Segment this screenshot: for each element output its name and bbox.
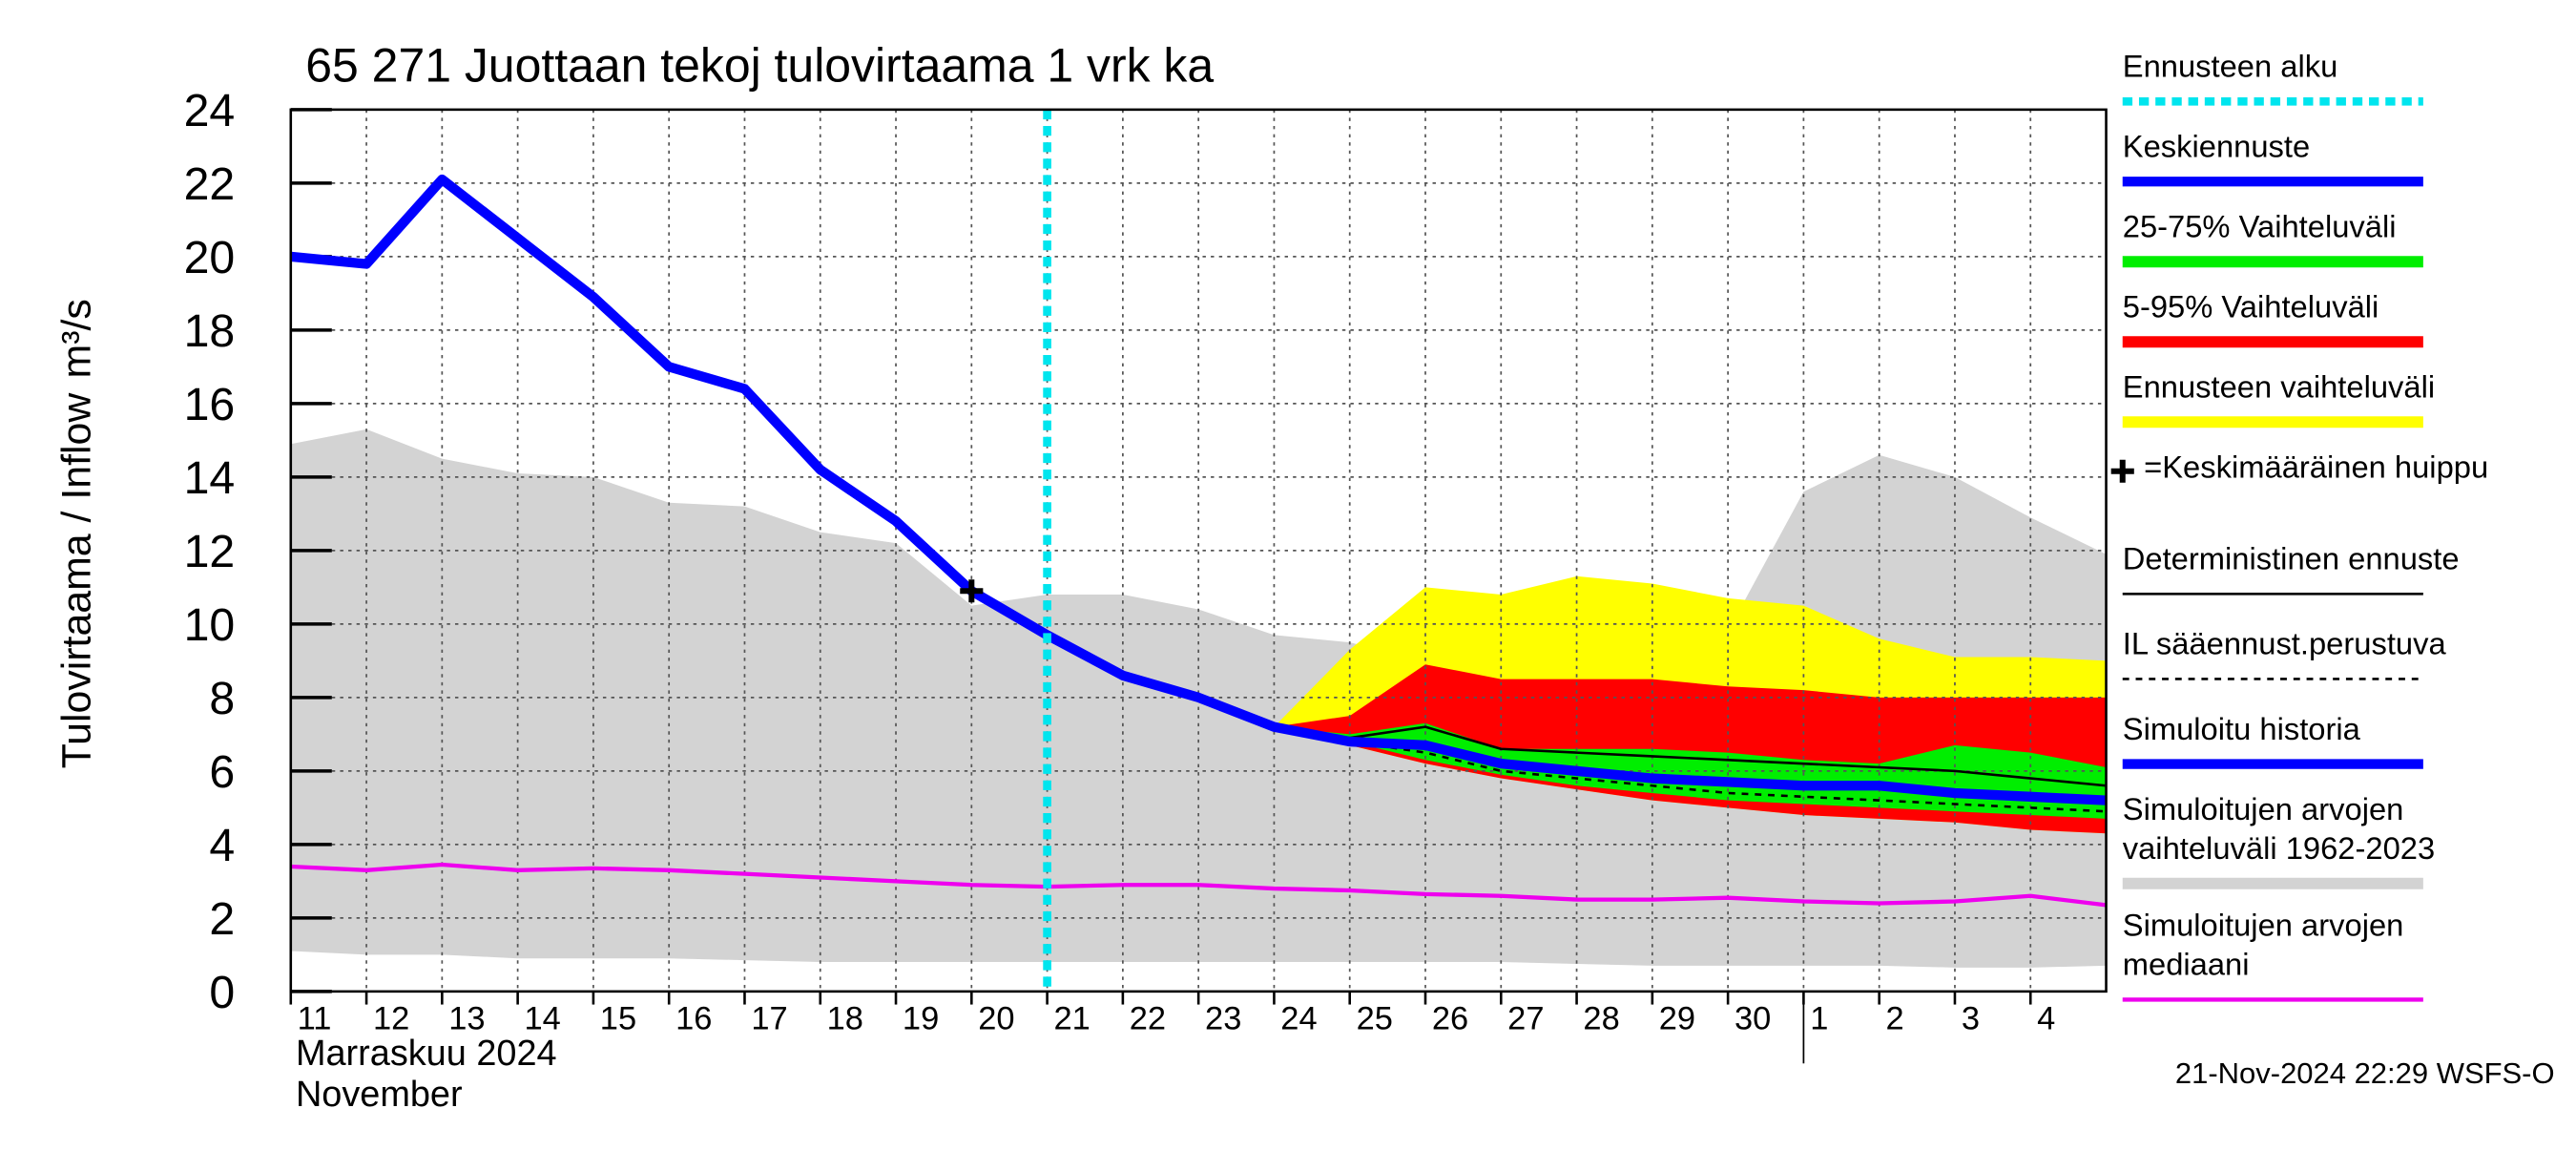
x-tick-label: 28 xyxy=(1583,1000,1619,1036)
legend-label: Keskiennuste xyxy=(2122,131,2311,166)
legend-label: Ennusteen vaihteluväli xyxy=(2122,371,2436,407)
legend-text: Ennusteen vaihteluväli xyxy=(2122,371,2436,407)
legend-text: IL sääennust.perustuva xyxy=(2122,628,2446,663)
x-tick-label: 21 xyxy=(1053,1000,1090,1036)
y-tick-label: 20 xyxy=(184,232,236,283)
y-tick-label: 24 xyxy=(184,85,236,136)
y-tick-label: 2 xyxy=(209,893,235,945)
x-tick-label: 20 xyxy=(978,1000,1014,1036)
x-tick-label: 30 xyxy=(1735,1000,1771,1036)
legend-label: Simuloitujen arvojen vaihteluväli 1962-2… xyxy=(2122,793,2436,868)
legend-peak xyxy=(2110,459,2134,483)
x-tick-label: 29 xyxy=(1659,1000,1695,1036)
chart-title: 65 271 Juottaan tekoj tulovirtaama 1 vrk… xyxy=(305,39,1214,93)
x-tick-label: 15 xyxy=(600,1000,636,1036)
x-tick-label: 3 xyxy=(1962,1000,1980,1036)
x-tick-label: 2 xyxy=(1886,1000,1904,1036)
y-tick-label: 14 xyxy=(184,452,236,504)
legend-label: Simuloitujen arvojen mediaani xyxy=(2122,910,2404,984)
legend-label: 25-75% Vaihteluväli xyxy=(2122,211,2397,246)
x-tick-label: 11 xyxy=(298,1000,332,1036)
line xyxy=(290,862,2107,908)
timestamp: 21-Nov-2024 22:29 WSFS-O xyxy=(2175,1056,2555,1090)
legend-label: IL sääennust.perustuva xyxy=(2122,628,2446,663)
x-tick-label: 12 xyxy=(373,1000,409,1036)
legend-text: Ennusteen alku xyxy=(2122,51,2338,86)
peak-marker xyxy=(960,579,984,603)
legend-text: Simuloitu historia xyxy=(2122,713,2360,748)
x-axis-label: November xyxy=(296,1075,463,1115)
x-tick-label: 18 xyxy=(827,1000,863,1036)
y-axis-unit: m³/s xyxy=(54,299,100,378)
y-tick-label: 0 xyxy=(209,967,235,1018)
x-tick-label: 14 xyxy=(525,1000,561,1036)
x-tick-label: 25 xyxy=(1357,1000,1393,1036)
x-tick-label: 19 xyxy=(903,1000,939,1036)
legend-label: Deterministinen ennuste xyxy=(2122,543,2460,578)
x-axis-label: Marraskuu 2024 xyxy=(296,1034,557,1074)
legend-text: 25-75% Vaihteluväli xyxy=(2122,211,2397,246)
x-tick-label: 23 xyxy=(1205,1000,1241,1036)
line xyxy=(290,174,1050,639)
y-tick-label: 4 xyxy=(209,820,235,871)
x-tick-label: 26 xyxy=(1432,1000,1468,1036)
y-tick-label: 16 xyxy=(184,379,236,430)
x-tick-label: 16 xyxy=(675,1000,712,1036)
legend-label: Simuloitu historia xyxy=(2122,713,2360,748)
line xyxy=(1274,725,2107,813)
y-tick-label: 12 xyxy=(184,526,236,577)
x-tick-label: 17 xyxy=(751,1000,787,1036)
legend-text: Deterministinen ennuste xyxy=(2122,543,2460,578)
legend-label: =Keskimääräinen huippu xyxy=(2144,451,2489,487)
x-tick-label: 4 xyxy=(2037,1000,2055,1036)
legend-text: 5-95% Vaihteluväli xyxy=(2122,291,2379,326)
line xyxy=(1274,725,2107,787)
legend-text: Simuloitujen arvojen mediaani xyxy=(2122,910,2404,984)
y-tick-label: 22 xyxy=(184,158,236,210)
x-tick-label: 1 xyxy=(1810,1000,1828,1036)
x-tick-label: 22 xyxy=(1130,1000,1166,1036)
x-tick-label: 27 xyxy=(1507,1000,1544,1036)
y-tick-label: 10 xyxy=(184,599,236,651)
legend-text: Keskiennuste xyxy=(2122,131,2311,166)
y-tick-label: 6 xyxy=(209,746,235,798)
x-tick-label: 13 xyxy=(448,1000,485,1036)
x-tick-label: 24 xyxy=(1280,1000,1317,1036)
plot-frame xyxy=(289,108,2108,993)
legend-text: Simuloitujen arvojen vaihteluväli 1962-2… xyxy=(2122,793,2436,868)
y-axis-label: Tulovirtaama / Inflow xyxy=(54,392,100,769)
line xyxy=(1045,630,2107,805)
y-tick-label: 8 xyxy=(209,673,235,724)
y-tick-label: 18 xyxy=(184,305,236,357)
legend-label: 5-95% Vaihteluväli xyxy=(2122,291,2379,326)
legend-label: Ennusteen alku xyxy=(2122,51,2338,86)
legend-text: =Keskimääräinen huippu xyxy=(2144,451,2489,487)
